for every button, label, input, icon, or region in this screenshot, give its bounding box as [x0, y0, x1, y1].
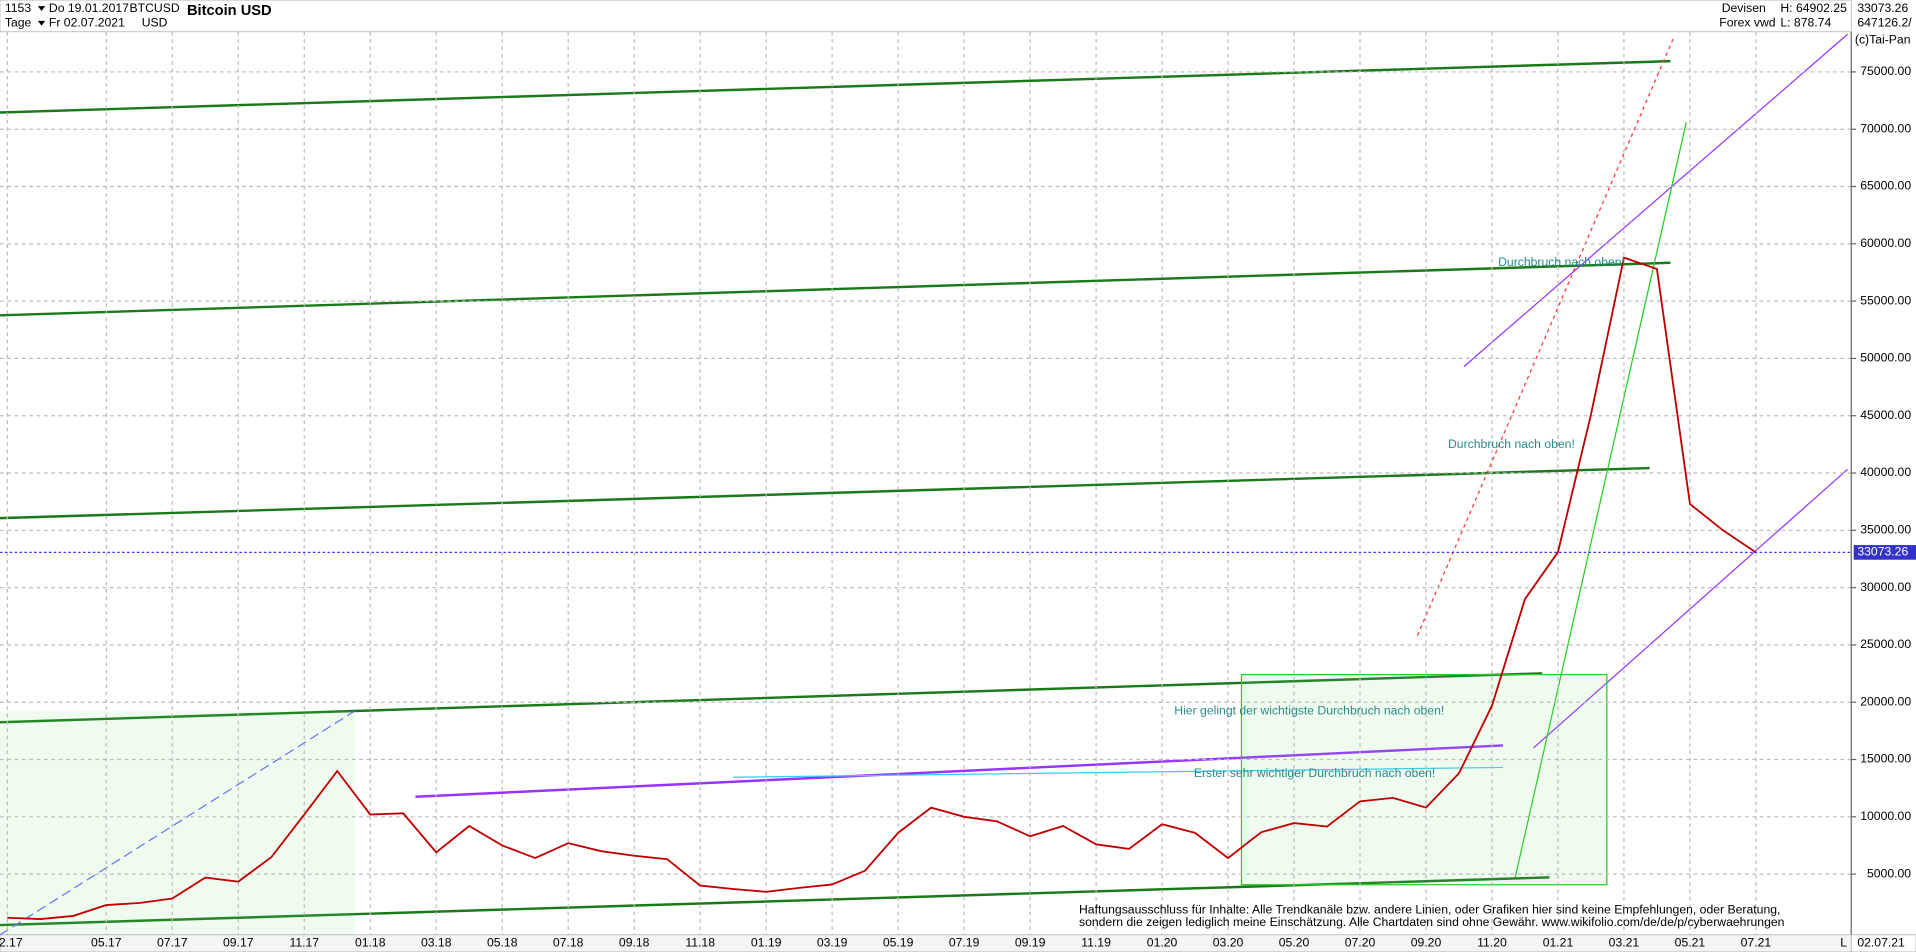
- x-tick-label: 05.18: [487, 936, 518, 950]
- x-tick-label: 09.18: [619, 936, 650, 950]
- currency: USD: [142, 15, 168, 29]
- y-tick-label: 45000.00: [1860, 408, 1911, 422]
- market: Devisen: [1722, 1, 1766, 15]
- x-tick-label: 05.19: [883, 936, 914, 950]
- source: Forex vwd: [1719, 15, 1775, 29]
- y-tick-label: 70000.00: [1860, 121, 1911, 135]
- y-tick-label: 65000.00: [1860, 179, 1911, 193]
- y-tick-label: 15000.00: [1860, 752, 1911, 766]
- from-date: Do 19.01.2017: [49, 1, 129, 15]
- last-price-box: [1853, 545, 1916, 560]
- date-box-label: 02.07.21: [1857, 936, 1905, 950]
- y-tick-label: 30000.00: [1860, 580, 1911, 594]
- x-tick-label: 05.21: [1675, 936, 1706, 950]
- high: H: 64902.25: [1780, 1, 1847, 15]
- x-tick-label: 03.20: [1213, 936, 1244, 950]
- price-line: [7, 256, 1757, 920]
- copyright: (c)Tai-Pan: [1855, 33, 1911, 47]
- x-tick-label: 07.19: [949, 936, 980, 950]
- symbol: BTCUSD: [130, 1, 180, 15]
- x-tick-label: 05.20: [1279, 936, 1310, 950]
- y-tick-label: 60000.00: [1860, 236, 1911, 250]
- y-tick-label: 5000.00: [1867, 866, 1911, 880]
- annotation: Hier gelingt der wichtigste Durchbruch n…: [1174, 703, 1444, 717]
- y-tick-label: 35000.00: [1860, 523, 1911, 537]
- last: 33073.26: [1857, 1, 1908, 15]
- low: L: 878.74: [1780, 15, 1831, 29]
- plot: [0, 31, 1852, 935]
- x-tick-label: 07.21: [1741, 936, 1772, 950]
- x-tick-label: 01.20: [1147, 936, 1178, 950]
- y-tick-label: 25000.00: [1860, 637, 1911, 651]
- x-tick-label: 11.19: [1081, 936, 1111, 950]
- x-tick-label: 07.20: [1345, 936, 1376, 950]
- x-tick-label: 11.20: [1477, 936, 1507, 950]
- x-tick-label: 11.18: [685, 936, 715, 950]
- x-tick-label: 09.20: [1411, 936, 1442, 950]
- x-tick-label: 07.17: [157, 936, 188, 950]
- to-date: Fr 02.07.2021: [49, 15, 125, 29]
- disclaimer: Haftungsausschluss für Inhalte: Alle Tre…: [1079, 903, 1780, 917]
- x-axis: [0, 934, 1852, 952]
- bar-count[interactable]: 1153: [5, 1, 31, 15]
- x-tick-label: 03.21: [1609, 936, 1640, 950]
- x-tick-label: 11.17: [289, 936, 319, 950]
- volume: 647126.2/: [1857, 15, 1912, 29]
- x-tick-label: 09.17: [223, 936, 254, 950]
- header-bar: [0, 0, 1852, 33]
- period[interactable]: Tage: [5, 15, 32, 29]
- y-tick-label: 20000.00: [1860, 694, 1911, 708]
- scale-mode[interactable]: L: [1840, 936, 1847, 950]
- y-tick-label: 55000.00: [1860, 293, 1911, 307]
- trendlines: [0, 33, 1848, 936]
- x-tick-label: 01.19: [751, 936, 782, 950]
- last-price-label: 33073.26: [1857, 545, 1908, 559]
- x-tick-label: 03.18: [421, 936, 452, 950]
- x-tick-label: 09.19: [1015, 936, 1046, 950]
- y-tick-label: 50000.00: [1860, 351, 1911, 365]
- instrument-name: Bitcoin USD: [187, 3, 272, 19]
- annotation: Durchbruch nach oben!: [1498, 255, 1625, 269]
- annotation: Erster sehr wichtiger Durchbruch nach ob…: [1194, 766, 1435, 780]
- x-tick-label: 05.17: [91, 936, 122, 950]
- y-tick-label: 10000.00: [1860, 809, 1911, 823]
- x-tick-label: 02.17: [0, 936, 23, 950]
- x-tick-label: 03.19: [817, 936, 848, 950]
- y-tick-label: 75000.00: [1860, 64, 1911, 78]
- x-tick-label: 01.18: [355, 936, 386, 950]
- x-tick-label: 01.21: [1543, 936, 1574, 950]
- x-tick-label: 07.18: [553, 936, 584, 950]
- disclaimer: sondern die zeigen lediglich meine Einsc…: [1079, 915, 1785, 929]
- annotation: Durchbruch nach oben!: [1448, 437, 1575, 451]
- y-tick-label: 40000.00: [1860, 465, 1911, 479]
